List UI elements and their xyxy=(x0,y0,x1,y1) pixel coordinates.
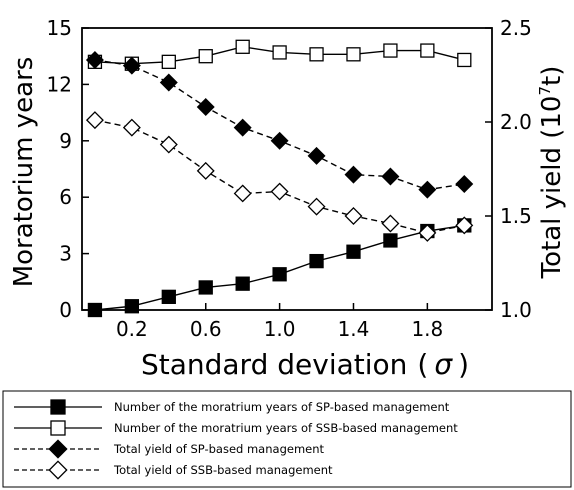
y-tick-label: 15 xyxy=(47,16,72,40)
legend: Number of the moratrium years of SP-base… xyxy=(14,399,458,480)
data-point xyxy=(455,216,474,235)
data-point xyxy=(307,146,326,165)
y-tick-label: 12 xyxy=(47,72,72,96)
data-point xyxy=(270,131,289,150)
data-point xyxy=(455,175,474,194)
y-tick-label: 0 xyxy=(59,298,72,322)
plot-frame xyxy=(81,27,493,311)
data-point xyxy=(235,39,250,54)
data-point xyxy=(418,223,437,242)
data-point xyxy=(272,45,287,60)
y2-tick-label: 2.0 xyxy=(500,110,532,134)
y2-tick-label: 1.0 xyxy=(500,298,532,322)
data-point xyxy=(383,233,398,248)
y2-axis-label: Total yield (107t) xyxy=(536,66,567,280)
data-point xyxy=(161,289,176,304)
series-4 xyxy=(85,111,474,242)
data-point xyxy=(233,118,252,137)
y2-axis-label-exponent: 7 xyxy=(536,86,554,96)
legend-label: Number of the moratrium years of SP-base… xyxy=(114,400,450,414)
y-tick-label: 9 xyxy=(59,129,72,153)
data-point xyxy=(344,165,363,184)
legend-entry: Total yield of SP-based management xyxy=(14,439,325,459)
data-point xyxy=(85,111,104,130)
plot-area-border xyxy=(81,27,493,311)
legend-marker xyxy=(50,399,66,415)
series-line xyxy=(94,59,465,191)
y-axis-label: Moratorium years xyxy=(9,57,39,288)
data-point xyxy=(381,214,400,233)
legend-entry: Total yield of SSB-based management xyxy=(14,460,333,480)
legend-marker xyxy=(50,420,66,436)
data-point xyxy=(344,207,363,225)
data-point xyxy=(418,180,437,199)
data-point xyxy=(307,197,326,216)
data-point xyxy=(85,50,104,69)
data-point xyxy=(457,52,472,68)
y2-axis-label-prefix: Total yield (10 xyxy=(537,96,567,280)
data-point xyxy=(272,267,287,282)
data-point xyxy=(198,49,213,64)
x-tick-label: 1.0 xyxy=(264,317,296,341)
legend-marker xyxy=(48,460,68,480)
data-point xyxy=(122,56,141,75)
data-point xyxy=(122,118,141,137)
legend-label: Number of the moratrium years of SSB-bas… xyxy=(114,421,458,435)
series-3 xyxy=(85,50,474,199)
y2-tick-label: 1.5 xyxy=(500,204,532,228)
legend-entry: Number of the moratrium years of SP-base… xyxy=(14,399,450,415)
y2-tick-label: 2.5 xyxy=(500,16,532,40)
data-point xyxy=(196,161,215,180)
x-axis-label-symbol: σ xyxy=(434,348,453,381)
data-point xyxy=(196,97,215,116)
y2-axis-label-suffix: t) xyxy=(537,66,567,86)
data-point xyxy=(383,43,398,58)
data-point xyxy=(346,244,361,259)
x-axis-label: Standard deviation (σ) xyxy=(141,348,469,381)
y-tick-label: 3 xyxy=(59,242,72,266)
data-point xyxy=(159,135,178,154)
data-point xyxy=(87,302,103,318)
data-point xyxy=(233,184,252,203)
legend-label: Total yield of SSB-based management xyxy=(113,463,333,477)
data-point xyxy=(159,73,178,92)
x-axis-label-open-paren: ( xyxy=(417,348,428,381)
data-point xyxy=(270,182,289,201)
legend-entry: Number of the moratrium years of SSB-bas… xyxy=(14,420,458,436)
y-tick-label: 6 xyxy=(59,185,72,209)
x-tick-label: 0.2 xyxy=(116,317,148,341)
data-point xyxy=(235,276,250,291)
data-point xyxy=(309,47,324,62)
x-axis-label-close-paren: ) xyxy=(458,348,469,381)
series-layer xyxy=(85,39,474,318)
x-tick-label: 0.6 xyxy=(190,317,222,341)
series-2 xyxy=(87,39,472,71)
x-axis-label-text: Standard deviation xyxy=(141,348,407,381)
legend-label: Total yield of SP-based management xyxy=(113,442,325,456)
data-point xyxy=(161,54,176,69)
data-point xyxy=(309,253,324,269)
data-point xyxy=(346,47,361,62)
series-1 xyxy=(87,218,472,318)
axis-ticks: 0.2 0.6 1.0 1.4 1.8 0 3 6 9 12 15 1.0 1.5 2.0 2.5 xyxy=(47,16,532,341)
data-point xyxy=(381,167,400,186)
legend-marker xyxy=(48,439,68,459)
data-point xyxy=(198,280,213,295)
data-point xyxy=(420,43,435,58)
x-tick-label: 1.8 xyxy=(411,317,443,341)
data-point xyxy=(124,299,140,314)
x-tick-label: 1.4 xyxy=(338,317,370,341)
